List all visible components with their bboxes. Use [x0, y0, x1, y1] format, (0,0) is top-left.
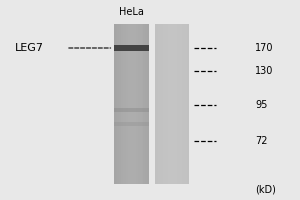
- Bar: [147, 24, 148, 184]
- Bar: [119, 24, 121, 184]
- Bar: [156, 24, 158, 184]
- Bar: [114, 24, 148, 184]
- Bar: [123, 24, 124, 184]
- Bar: [118, 24, 119, 184]
- Bar: [143, 24, 145, 184]
- Bar: [177, 24, 179, 184]
- Bar: [165, 24, 166, 184]
- Bar: [114, 108, 148, 112]
- Bar: [142, 24, 143, 184]
- Bar: [121, 24, 123, 184]
- Bar: [170, 24, 172, 184]
- Bar: [116, 24, 118, 184]
- Bar: [182, 24, 184, 184]
- Bar: [160, 24, 161, 184]
- Bar: [175, 24, 177, 184]
- Text: HeLa: HeLa: [119, 7, 144, 17]
- Bar: [173, 24, 175, 184]
- Bar: [128, 24, 130, 184]
- Bar: [130, 24, 131, 184]
- Bar: [136, 24, 138, 184]
- Bar: [179, 24, 180, 184]
- Bar: [180, 24, 182, 184]
- Text: LEG7: LEG7: [15, 43, 44, 53]
- Bar: [185, 24, 187, 184]
- Bar: [187, 24, 189, 184]
- Bar: [135, 24, 137, 184]
- Bar: [114, 122, 148, 126]
- Bar: [131, 24, 133, 184]
- Bar: [184, 24, 186, 184]
- Text: 170: 170: [255, 43, 274, 53]
- Text: 130: 130: [255, 66, 273, 76]
- Bar: [145, 24, 147, 184]
- Bar: [163, 24, 165, 184]
- Bar: [161, 24, 163, 184]
- Bar: [154, 24, 189, 184]
- Bar: [168, 24, 170, 184]
- Bar: [126, 24, 128, 184]
- Bar: [158, 24, 160, 184]
- Bar: [124, 24, 126, 184]
- Bar: [167, 24, 168, 184]
- Bar: [114, 45, 148, 51]
- Bar: [172, 24, 173, 184]
- Text: (kD): (kD): [255, 184, 276, 194]
- Bar: [114, 24, 116, 184]
- Bar: [140, 24, 142, 184]
- Bar: [138, 24, 140, 184]
- Text: 72: 72: [255, 136, 268, 146]
- Text: 95: 95: [255, 100, 267, 110]
- Bar: [154, 24, 156, 184]
- Bar: [133, 24, 135, 184]
